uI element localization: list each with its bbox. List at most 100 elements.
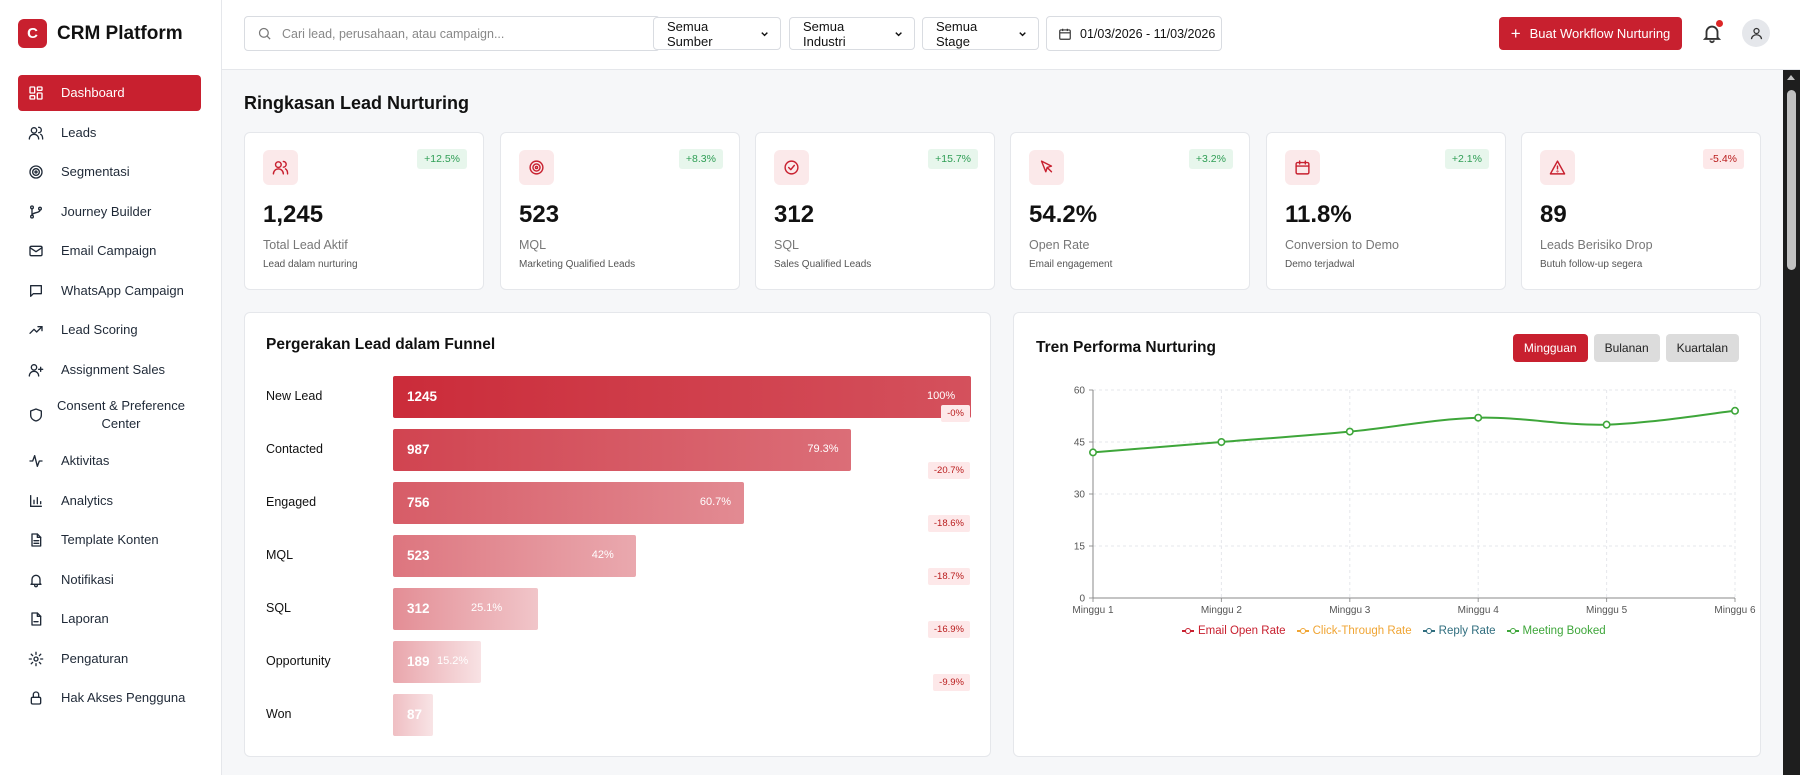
sidebar-item-assignment-sales[interactable]: Assignment Sales xyxy=(18,352,201,388)
sidebar-item-segmentasi[interactable]: Segmentasi xyxy=(18,154,201,190)
funnel-bar[interactable]: 312 25.1% xyxy=(393,588,539,630)
funnel-drop-badge: -18.6% xyxy=(927,515,970,532)
sidebar-item-label: Aktivitas xyxy=(61,453,110,468)
kpi-label: Total Lead Aktif xyxy=(263,238,348,252)
series-line-meeting-booked xyxy=(1092,409,1736,454)
legend-item[interactable]: Click-Through Rate xyxy=(1296,625,1412,637)
funnel-stage-label: Contacted xyxy=(266,442,323,456)
kpi-card[interactable]: -5.4% 89 Leads Berisiko Drop Butuh follow-u… xyxy=(1521,132,1761,290)
sidebar-item-hak-akses-pengguna[interactable]: Hak Akses Pengguna xyxy=(18,680,201,716)
filter-source-select[interactable]: Semua Sumber xyxy=(653,17,781,50)
mail-icon xyxy=(28,243,44,259)
kpi-label: MQL xyxy=(519,238,547,252)
create-workflow-button[interactable]: + Buat Workflow Nurturing xyxy=(1499,17,1682,50)
sidebar-item-aktivitas[interactable]: Aktivitas xyxy=(18,443,201,479)
date-range-picker[interactable]: 01/03/2026 - 11/03/2026 xyxy=(1046,16,1222,51)
sidebar-item-label: Journey Builder xyxy=(61,203,152,219)
kpi-value: 1,245 xyxy=(263,201,324,228)
funnel-count: 1245 xyxy=(407,389,438,404)
data-point xyxy=(1089,448,1098,457)
funnel-drop-badge: -9.9% xyxy=(933,674,970,691)
funnel-percent: 25.1% xyxy=(471,602,503,614)
create-workflow-label: Buat Workflow Nurturing xyxy=(1529,26,1671,41)
sidebar-item-consent-preference-center[interactable]: Consent & Preference Center xyxy=(18,391,201,439)
sidebar-item-label: Dashboard xyxy=(61,85,125,100)
search-input[interactable] xyxy=(282,26,642,41)
sidebar-item-dashboard[interactable]: Dashboard xyxy=(18,75,201,111)
x-tick-label: Minggu 3 xyxy=(1329,605,1371,616)
trending-up-icon xyxy=(28,322,44,338)
kpi-card[interactable]: +12.5% 1,245 Total Lead Aktif Lead dalam nu… xyxy=(244,132,484,290)
kpi-trend-badge: +3.2% xyxy=(1188,149,1233,169)
page-scrollbar[interactable] xyxy=(1783,70,1800,775)
filter-stage-select[interactable]: Semua Stage xyxy=(922,17,1039,50)
brand-name: CRM Platform xyxy=(57,22,183,44)
legend-item[interactable]: Reply Rate xyxy=(1422,625,1496,637)
bell-icon xyxy=(28,572,44,588)
sidebar-item-label: Segmentasi xyxy=(61,164,130,179)
sidebar-item-lead-scoring[interactable]: Lead Scoring xyxy=(18,312,201,348)
sidebar-item-notifikasi[interactable]: Notifikasi xyxy=(18,562,201,598)
bar-chart-icon xyxy=(28,493,44,509)
legend-item[interactable]: Meeting Booked xyxy=(1506,625,1606,637)
funnel-count: 87 xyxy=(407,707,423,722)
funnel-bar[interactable]: 523 42% xyxy=(393,535,636,577)
tab-mingguan[interactable]: Mingguan xyxy=(1512,334,1588,362)
kpi-card[interactable]: +8.3% 523 MQL Marketing Qualified Leads xyxy=(500,132,740,290)
sidebar-item-leads[interactable]: Leads xyxy=(18,115,201,151)
scroll-up-arrow[interactable] xyxy=(1787,75,1795,80)
chevron-down-icon xyxy=(1019,31,1026,36)
filter-industry-select[interactable]: Semua Industri xyxy=(789,17,915,50)
funnel-bar[interactable]: 1245 100% xyxy=(393,376,971,418)
data-point xyxy=(1217,437,1226,446)
sidebar-item-label: Laporan xyxy=(61,611,109,626)
kpi-card[interactable]: +3.2% 54.2% Open Rate Email engagement xyxy=(1010,132,1250,290)
kpi-label: Conversion to Demo xyxy=(1285,238,1399,252)
sidebar-item-template-konten[interactable]: Template Konten xyxy=(18,522,201,558)
sidebar: C CRM Platform Dashboard Leads Segmentasi J… xyxy=(0,0,222,775)
funnel-stage-label: MQL xyxy=(266,548,294,562)
report-icon xyxy=(28,611,44,627)
sidebar-item-pengaturan[interactable]: Pengaturan xyxy=(18,641,201,677)
user-avatar[interactable] xyxy=(1742,19,1770,47)
sidebar-item-analytics[interactable]: Analytics xyxy=(18,483,201,519)
sidebar-item-label: Lead Scoring xyxy=(61,322,138,337)
funnel-percent: 42% xyxy=(591,549,614,561)
legend-marker xyxy=(1506,626,1519,636)
target-icon xyxy=(28,164,44,180)
check-circle-icon xyxy=(774,150,809,185)
sidebar-item-email-campaign[interactable]: Email Campaign xyxy=(18,233,201,269)
kpi-card[interactable]: +2.1% 11.8% Conversion to Demo Demo terjadw… xyxy=(1266,132,1506,290)
funnel-bar[interactable]: 87 7% xyxy=(393,694,453,736)
sidebar-item-label: Email Campaign xyxy=(61,243,157,258)
kpi-value: 54.2% xyxy=(1029,201,1098,228)
kpi-card[interactable]: +15.7% 312 SQL Sales Qualified Leads xyxy=(755,132,995,290)
kpi-value: 89 xyxy=(1540,201,1567,228)
gear-icon xyxy=(28,651,44,667)
search-box[interactable] xyxy=(244,16,660,51)
tab-bulanan[interactable]: Bulanan xyxy=(1593,334,1660,362)
brand-logo: C xyxy=(18,19,47,48)
kpi-label: SQL xyxy=(774,238,800,252)
tab-kuartalan[interactable]: Kuartalan xyxy=(1665,334,1739,362)
kpi-trend-badge: +12.5% xyxy=(417,149,467,169)
funnel-stage-label: Opportunity xyxy=(266,654,331,668)
brand[interactable]: C CRM Platform xyxy=(18,19,183,48)
notification-bell-icon[interactable] xyxy=(1701,22,1723,44)
funnel-bar[interactable]: 189 15.2% xyxy=(393,641,481,683)
funnel-bar[interactable]: 756 60.7% xyxy=(393,482,744,524)
sidebar-item-journey-builder[interactable]: Journey Builder xyxy=(18,194,201,230)
data-point xyxy=(1345,427,1354,436)
funnel-percent: 100% xyxy=(927,390,956,402)
sidebar-item-laporan[interactable]: Laporan xyxy=(18,601,201,637)
scroll-thumb[interactable] xyxy=(1787,90,1796,270)
sidebar-item-label: Consent & Preference Center xyxy=(57,398,185,431)
sidebar-item-whatsapp-campaign[interactable]: WhatsApp Campaign xyxy=(18,273,201,309)
sidebar-item-label: WhatsApp Campaign xyxy=(61,282,184,298)
filter-source-value: Semua Sumber xyxy=(667,18,713,49)
funnel-bar[interactable]: 987 79.3% xyxy=(393,429,852,471)
funnel-percent: 60.7% xyxy=(699,496,732,508)
kpi-trend-badge: +2.1% xyxy=(1444,149,1489,169)
legend-item[interactable]: Email Open Rate xyxy=(1182,625,1286,637)
kpi-subtitle: Marketing Qualified Leads xyxy=(519,259,636,270)
